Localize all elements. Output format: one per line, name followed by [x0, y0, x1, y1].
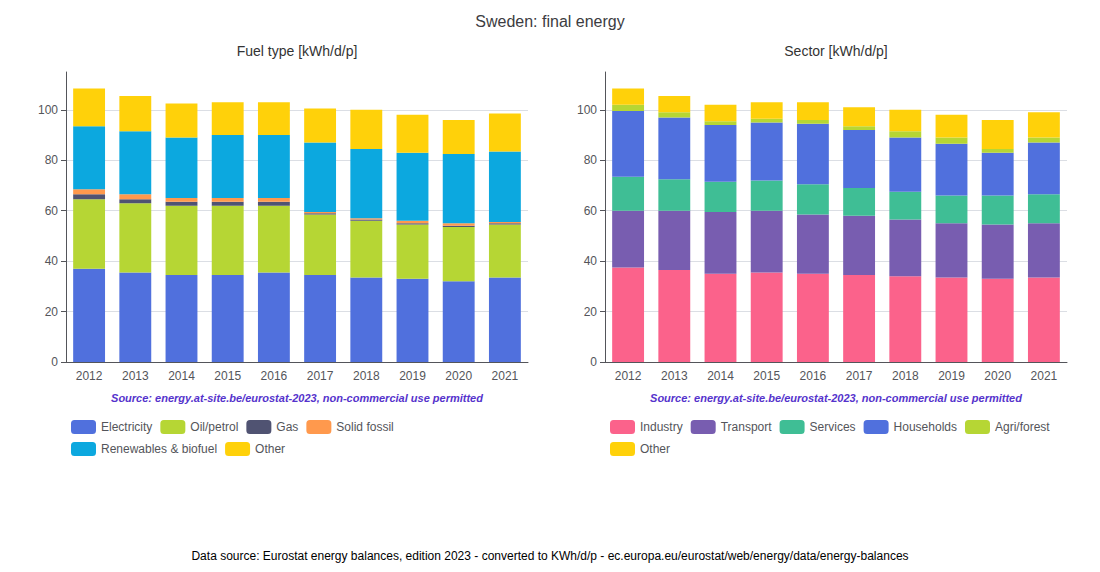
svg-text:2015: 2015	[753, 369, 780, 383]
svg-text:40: 40	[45, 254, 59, 268]
svg-text:Source: energy.at-site.be/euro: Source: energy.at-site.be/eurostat-2023,…	[111, 392, 483, 404]
svg-text:40: 40	[584, 254, 598, 268]
svg-text:2018: 2018	[353, 369, 380, 383]
svg-text:2016: 2016	[800, 369, 827, 383]
svg-text:2014: 2014	[168, 369, 195, 383]
svg-text:Oil/petrol: Oil/petrol	[190, 420, 238, 434]
svg-text:2014: 2014	[707, 369, 734, 383]
svg-text:2021: 2021	[1031, 369, 1058, 383]
svg-text:2018: 2018	[892, 369, 919, 383]
svg-text:Transport: Transport	[721, 420, 773, 434]
svg-text:Solid fossil: Solid fossil	[336, 420, 393, 434]
svg-text:2020: 2020	[445, 369, 472, 383]
svg-text:Data source: Eurostat energy b: Data source: Eurostat energy balances, e…	[191, 549, 908, 563]
svg-text:100: 100	[577, 103, 597, 117]
svg-text:2012: 2012	[76, 369, 103, 383]
svg-text:Other: Other	[640, 442, 670, 456]
svg-text:Industry: Industry	[640, 420, 683, 434]
svg-text:20: 20	[584, 305, 598, 319]
svg-text:Agri/forest: Agri/forest	[995, 420, 1050, 434]
svg-text:Households: Households	[894, 420, 957, 434]
svg-text:Other: Other	[255, 442, 285, 456]
svg-text:0: 0	[51, 355, 58, 369]
svg-text:Sector [kWh/d/p]: Sector [kWh/d/p]	[784, 43, 887, 59]
svg-text:2013: 2013	[661, 369, 688, 383]
svg-text:2019: 2019	[938, 369, 965, 383]
svg-text:Services: Services	[810, 420, 856, 434]
svg-text:2021: 2021	[492, 369, 519, 383]
svg-text:100: 100	[38, 103, 58, 117]
svg-text:Electricity: Electricity	[101, 420, 152, 434]
svg-text:0: 0	[590, 355, 597, 369]
svg-text:60: 60	[584, 204, 598, 218]
svg-text:2015: 2015	[214, 369, 241, 383]
svg-text:20: 20	[45, 305, 59, 319]
svg-text:2019: 2019	[399, 369, 426, 383]
svg-text:Sweden: final energy: Sweden: final energy	[475, 13, 624, 30]
svg-text:2020: 2020	[984, 369, 1011, 383]
svg-text:Source: energy.at-site.be/euro: Source: energy.at-site.be/eurostat-2023,…	[650, 392, 1022, 404]
svg-text:80: 80	[45, 153, 59, 167]
svg-text:2017: 2017	[846, 369, 873, 383]
svg-text:80: 80	[584, 153, 598, 167]
svg-text:Renewables & biofuel: Renewables & biofuel	[101, 442, 217, 456]
svg-text:2017: 2017	[307, 369, 334, 383]
svg-text:2013: 2013	[122, 369, 149, 383]
svg-text:60: 60	[45, 204, 59, 218]
svg-text:2016: 2016	[261, 369, 288, 383]
svg-text:Gas: Gas	[276, 420, 298, 434]
svg-text:Fuel type [kWh/d/p]: Fuel type [kWh/d/p]	[237, 43, 358, 59]
svg-text:2012: 2012	[615, 369, 642, 383]
